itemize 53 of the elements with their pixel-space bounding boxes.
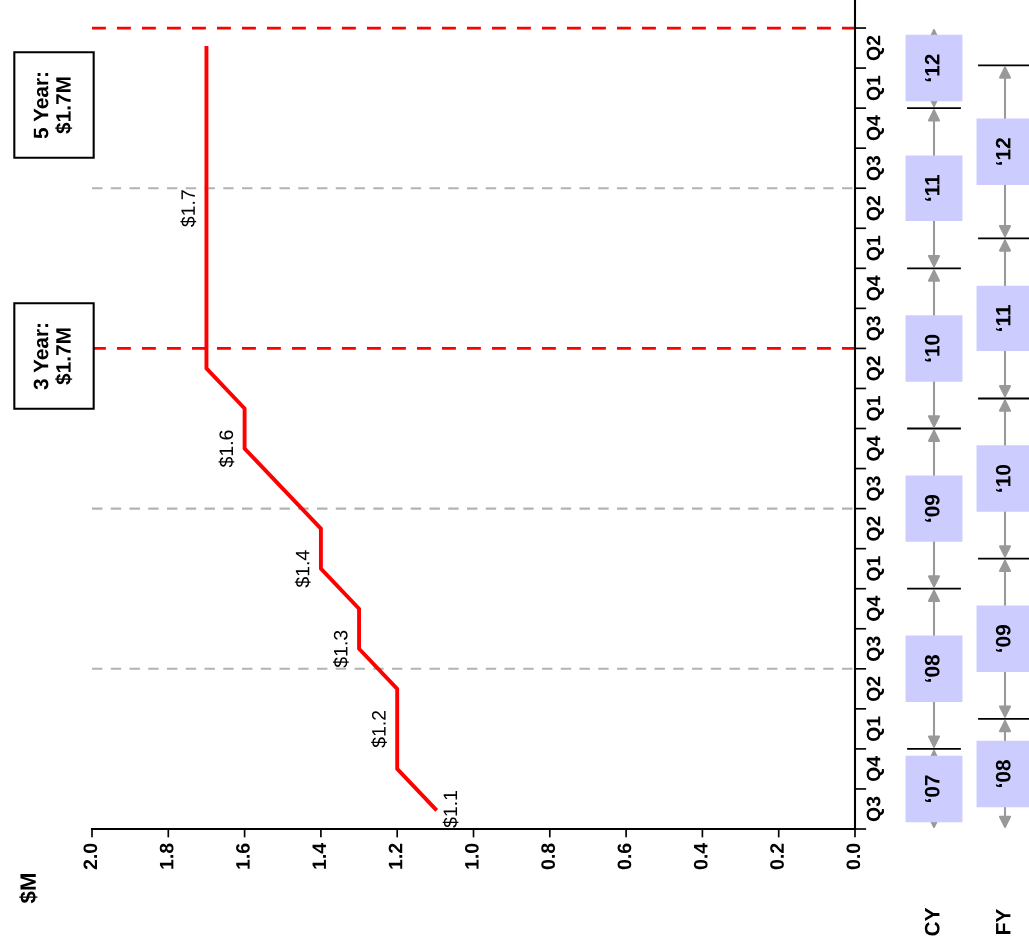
y-tick-label: Q1	[866, 75, 885, 101]
data-label: $1.2	[371, 710, 387, 748]
text: ‘10	[924, 334, 940, 362]
x-tick-label: 0.0	[846, 843, 861, 870]
y-tick-label: Q2	[866, 516, 885, 541]
text: FY	[996, 909, 1011, 934]
y-tick-label: Q3	[866, 636, 885, 661]
data-label: $1.1	[442, 791, 459, 828]
data-label: $1.3	[333, 630, 349, 668]
x-tick-label: 0.4	[693, 842, 708, 870]
y-tick-label: Q1	[866, 716, 885, 742]
x-tick-label: 1.6	[236, 843, 250, 869]
text: ‘09	[995, 625, 1011, 652]
x-tick-label: 1.8	[159, 843, 174, 869]
text: ‘10	[995, 464, 1011, 492]
text: ‘07	[924, 775, 940, 803]
y-tick-label: Q3	[866, 316, 885, 341]
y-tick-label: Q2	[866, 676, 885, 701]
x-tick-label: 1.0	[464, 843, 479, 869]
y-tick-label: Q4	[866, 756, 885, 782]
y-tick-label: Q4	[866, 595, 885, 621]
text: CY	[924, 907, 940, 936]
text: ‘08	[995, 760, 1011, 787]
text: ‘12	[995, 138, 1011, 165]
x-tick-label: 0.6	[617, 843, 632, 870]
text: 3 Year: $1.7M	[33, 324, 73, 390]
y-tick-label: Q3	[866, 476, 885, 501]
text: ‘08	[924, 654, 940, 682]
data-label: $1.6	[218, 430, 235, 468]
y-tick-label: Q2	[866, 196, 885, 221]
data-label: $1.4	[294, 550, 311, 588]
y-tick-label: Q4	[866, 115, 885, 141]
x-tick-label: 2.0	[83, 843, 98, 870]
y-tick-label: Q1	[866, 396, 885, 421]
y-tick-label: Q3	[866, 796, 885, 822]
text: ‘11	[925, 174, 940, 201]
text: ‘09	[924, 494, 940, 522]
x-tick-label: 0.2	[770, 843, 784, 870]
x-tick-label: 1.2	[388, 843, 403, 869]
x-tick-label: 1.4	[312, 842, 326, 869]
y-axis-title: $M	[19, 874, 38, 904]
x-tick-label: 0.8	[541, 843, 556, 870]
text: 5 Year: $1.7M	[33, 73, 73, 139]
y-tick-label: Q3	[866, 155, 885, 181]
y-tick-label: Q1	[866, 235, 885, 261]
text: ‘12	[924, 54, 940, 82]
y-tick-label: Q2	[866, 35, 885, 61]
data-label: $1.7	[180, 190, 197, 227]
y-tick-label: Q1	[866, 556, 885, 581]
text: ‘11	[996, 305, 1011, 331]
y-tick-label: Q4	[866, 275, 885, 301]
y-tick-label: Q2	[866, 356, 885, 381]
y-tick-label: Q4	[866, 435, 885, 461]
